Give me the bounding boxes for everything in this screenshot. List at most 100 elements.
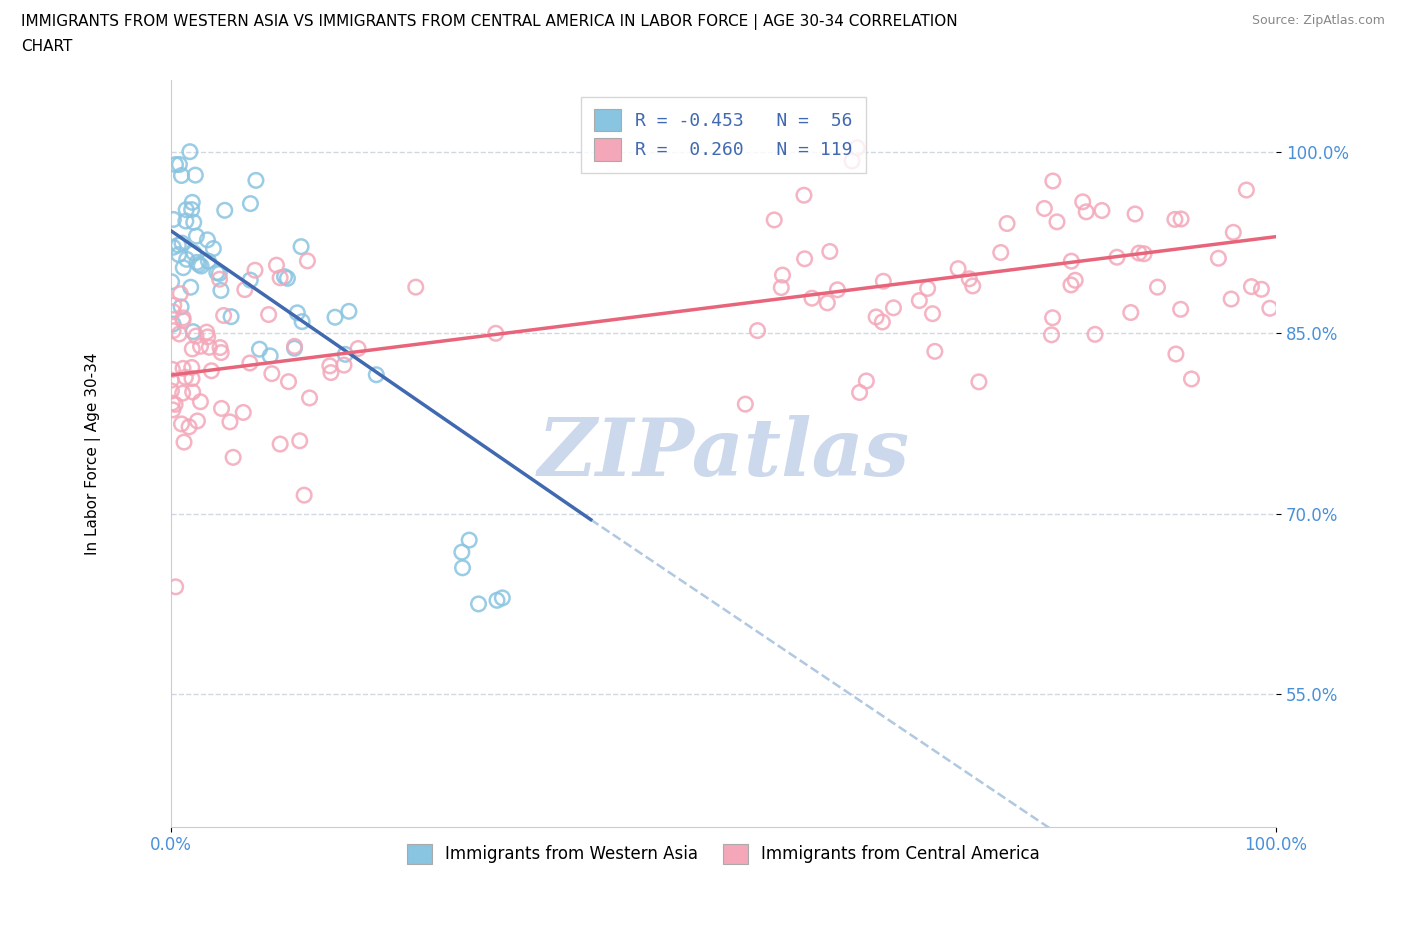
Point (162, 212, 184, 227)
Point (183, 215, 205, 230)
Point (181, 371, 204, 386)
Point (219, 415, 242, 430)
Point (202, 241, 225, 256)
Point (841, 153, 863, 168)
Point (169, 286, 191, 301)
Point (186, 414, 208, 429)
Point (1064, 272, 1087, 287)
Point (957, 272, 980, 286)
Point (793, 188, 815, 203)
Point (872, 314, 894, 329)
Point (846, 140, 869, 155)
Point (298, 391, 321, 405)
Point (170, 168, 193, 183)
Point (276, 271, 298, 286)
Point (181, 385, 204, 400)
Point (184, 328, 207, 343)
Point (160, 373, 183, 388)
Point (1105, 250, 1128, 265)
Point (172, 260, 194, 275)
Point (208, 272, 231, 286)
Point (747, 323, 769, 338)
Point (347, 341, 370, 356)
Point (162, 316, 184, 331)
Point (162, 395, 184, 410)
Point (162, 304, 184, 319)
Point (323, 310, 346, 325)
Point (170, 299, 193, 314)
Point (770, 280, 793, 295)
Point (174, 370, 197, 385)
Point (177, 419, 200, 434)
Point (405, 280, 427, 295)
Point (1084, 327, 1107, 342)
Point (995, 216, 1018, 231)
Point (855, 374, 877, 389)
Point (184, 167, 207, 182)
Point (172, 386, 194, 401)
Point (269, 271, 291, 286)
Point (170, 235, 193, 250)
Point (485, 326, 508, 340)
Point (1076, 205, 1098, 219)
Point (174, 214, 197, 229)
Point (259, 349, 281, 364)
Point (197, 329, 219, 344)
Point (467, 596, 489, 611)
Point (1040, 327, 1063, 342)
Point (800, 291, 823, 306)
Point (1033, 201, 1056, 216)
Point (169, 326, 191, 341)
Y-axis label: In Labor Force | Age 30-34: In Labor Force | Age 30-34 (86, 352, 101, 554)
Point (917, 281, 939, 296)
Point (190, 339, 212, 353)
Point (197, 254, 219, 269)
Point (277, 374, 299, 389)
Point (1180, 372, 1202, 387)
Point (335, 347, 357, 362)
Text: Source: ZipAtlas.com: Source: ZipAtlas.com (1251, 14, 1385, 27)
Point (793, 251, 815, 266)
Point (1128, 246, 1150, 260)
Point (1208, 251, 1230, 266)
Point (179, 144, 201, 159)
Point (451, 561, 474, 576)
Point (190, 259, 212, 273)
Point (290, 239, 312, 254)
Point (197, 232, 219, 247)
Point (176, 252, 198, 267)
Point (1164, 212, 1187, 227)
Point (337, 304, 360, 319)
Point (165, 397, 187, 412)
Point (187, 257, 209, 272)
Point (162, 324, 184, 339)
Point (165, 157, 187, 172)
Point (169, 157, 191, 172)
Point (458, 533, 481, 548)
Point (924, 344, 946, 359)
Point (1060, 277, 1083, 292)
Point (200, 364, 222, 379)
Text: CHART: CHART (21, 39, 73, 54)
Point (283, 340, 305, 355)
Point (1220, 292, 1243, 307)
Point (1250, 282, 1272, 297)
Point (209, 345, 232, 360)
Point (239, 196, 262, 211)
Point (195, 325, 218, 339)
Point (1042, 174, 1064, 189)
Point (243, 263, 266, 278)
Point (1258, 300, 1281, 315)
Point (173, 434, 195, 449)
Point (485, 593, 508, 608)
Point (162, 403, 184, 418)
Point (165, 579, 187, 594)
Point (366, 367, 388, 382)
Point (491, 591, 513, 605)
Text: ZIPatlas: ZIPatlas (537, 415, 910, 492)
Point (180, 202, 202, 217)
Point (172, 361, 194, 376)
Point (266, 258, 288, 272)
Point (167, 247, 190, 262)
Point (333, 358, 356, 373)
